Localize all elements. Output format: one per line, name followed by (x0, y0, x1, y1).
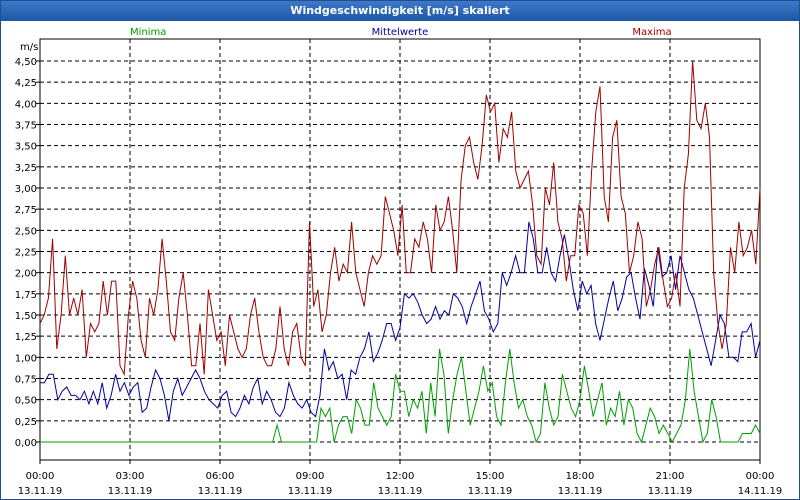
y-tick-label: 4,50 (15, 57, 37, 68)
y-tick-label: 1,00 (15, 353, 37, 364)
x-tick-date: 13.11.19 (648, 486, 693, 497)
y-tick-label: 0,75 (15, 375, 37, 386)
x-tick-time: 06:00 (206, 471, 235, 482)
y-tick-label: 0,50 (15, 396, 37, 407)
window-title: Windgeschwindigkeit [m/s] skaliert (1, 1, 799, 21)
y-tick-label: 3,75 (15, 121, 37, 132)
y-tick-label: 0,00 (15, 438, 37, 449)
series-line-maxima (39, 60, 761, 377)
x-tick-date: 13.11.19 (198, 486, 243, 497)
x-tick-time: 12:00 (386, 471, 415, 482)
x-tick-date: 14.11.19 (738, 486, 783, 497)
x-axis-ticks: 00:00 13.11.19 03:00 13.11.19 06:00 13.11.19 0… (18, 460, 783, 497)
x-tick-time: 15:00 (476, 471, 505, 482)
y-tick-label: 2,50 (15, 226, 37, 237)
x-tick-time: 03:00 (116, 471, 145, 482)
series-line-mittelwerte (40, 221, 761, 421)
x-tick-time: 21:00 (656, 471, 685, 482)
x-tick-time: 09:00 (296, 471, 325, 482)
series-line-minima (40, 348, 761, 444)
y-tick-label: 3,00 (15, 184, 37, 195)
y-tick-label: 1,25 (15, 332, 37, 343)
y-tick-label: 3,50 (15, 142, 37, 153)
x-tick-time: 18:00 (566, 471, 595, 482)
x-tick-date: 13.11.19 (288, 486, 333, 497)
y-tick-label: 0,25 (15, 417, 37, 428)
x-tick-date: 13.11.19 (108, 486, 153, 497)
x-tick-date: 13.11.19 (378, 486, 423, 497)
y-tick-label: 2,25 (15, 248, 37, 259)
y-tick-label: 2,75 (15, 205, 37, 216)
y-axis-label: m/s (20, 42, 38, 53)
x-tick-date: 13.11.19 (18, 486, 63, 497)
legend-mittelwerte: Mittelwerte (372, 27, 429, 38)
x-tick-date: 13.11.19 (558, 486, 603, 497)
x-tick-time: 00:00 (746, 471, 775, 482)
y-tick-label: 3,25 (15, 163, 37, 174)
x-tick-time: 00:00 (26, 471, 55, 482)
x-tick-date: 13.11.19 (468, 486, 513, 497)
series-layer (39, 60, 761, 444)
y-tick-label: 1,75 (15, 290, 37, 301)
y-tick-label: 2,00 (15, 269, 37, 280)
legend-maxima: Maxima (632, 27, 671, 38)
y-tick-label: 4,25 (15, 78, 37, 89)
y-axis-ticks: 0,00 0,25 0,50 0,75 1,00 1,25 1,50 1,75 2,00 2,25… (15, 57, 40, 449)
y-tick-label: 4,00 (15, 99, 37, 110)
y-tick-label: 1,50 (15, 311, 37, 322)
legend-minima: Minima (130, 27, 166, 38)
